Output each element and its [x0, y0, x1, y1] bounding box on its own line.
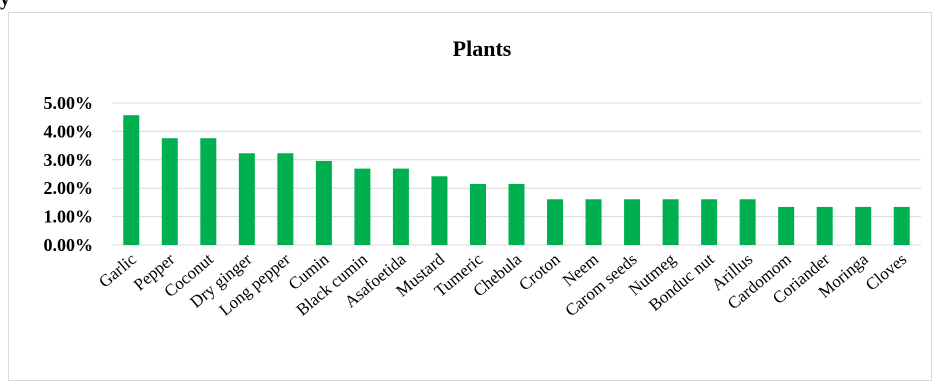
top-text: y — [0, 0, 10, 11]
x-tick-label: Cloves — [862, 250, 910, 295]
bar-dry-ginger — [238, 153, 255, 245]
bar-bonduc-nut — [701, 199, 718, 245]
y-tick-label: 3.00% — [44, 150, 94, 170]
bar-asafoetida — [392, 168, 409, 245]
y-tick-label: 5.00% — [44, 93, 94, 113]
bar-chebula — [508, 183, 525, 245]
bar-cumin — [315, 160, 332, 245]
y-tick-label: 4.00% — [44, 121, 94, 141]
bars — [123, 115, 910, 245]
bar-croton — [547, 199, 564, 245]
chart-title: Plants — [453, 36, 512, 61]
bar-mustard — [431, 176, 448, 245]
bar-coconut — [200, 138, 217, 245]
bar-chart: Plants 0.00% 1.00% 2.00% 3.00% 4.00% 5.00% Ga… — [44, 36, 921, 320]
bar-cloves — [893, 206, 910, 245]
bar-arillus — [739, 199, 756, 245]
bar-nutmeg — [662, 199, 679, 245]
y-tick-label: 0.00% — [44, 235, 94, 255]
y-tick-label: 2.00% — [44, 178, 94, 198]
x-tick-label: Croton — [515, 249, 564, 294]
bar-neem — [585, 199, 602, 245]
bar-coriander — [816, 206, 833, 245]
y-tick-label: 1.00% — [44, 207, 94, 227]
bar-cardomom — [778, 206, 795, 245]
bar-garlic — [123, 115, 140, 245]
bar-long-pepper — [277, 153, 294, 245]
bar-carom-seeds — [624, 199, 641, 245]
bar-pepper — [161, 138, 178, 245]
chart-frame: Plants 0.00% 1.00% 2.00% 3.00% 4.00% 5.00% Ga… — [8, 12, 932, 381]
bar-tumeric — [469, 183, 486, 245]
bar-moringa — [855, 206, 872, 245]
bar-black-cumin — [354, 168, 371, 245]
y-axis-tick-labels: 0.00% 1.00% 2.00% 3.00% 4.00% 5.00% — [44, 93, 94, 255]
